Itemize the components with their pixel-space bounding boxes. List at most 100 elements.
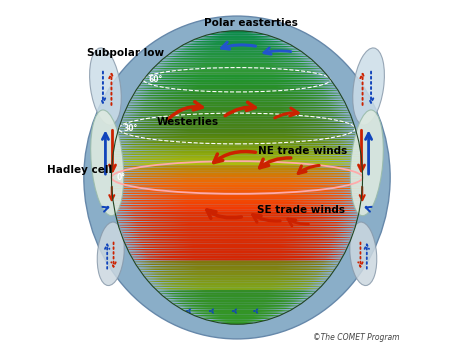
Ellipse shape: [112, 185, 362, 187]
Ellipse shape: [116, 217, 358, 219]
Ellipse shape: [117, 219, 357, 222]
Text: 60°: 60°: [149, 75, 163, 84]
Ellipse shape: [141, 271, 333, 273]
Text: ©The COMET Program: ©The COMET Program: [313, 333, 400, 342]
Text: Subpolar low: Subpolar low: [87, 48, 164, 58]
Ellipse shape: [133, 258, 341, 261]
Ellipse shape: [221, 31, 253, 33]
Ellipse shape: [151, 283, 323, 285]
Ellipse shape: [184, 310, 290, 312]
Ellipse shape: [112, 165, 362, 168]
Ellipse shape: [111, 182, 363, 185]
Ellipse shape: [91, 110, 124, 216]
Ellipse shape: [130, 99, 344, 102]
Ellipse shape: [113, 202, 361, 204]
Ellipse shape: [160, 60, 314, 62]
Ellipse shape: [137, 266, 337, 268]
Ellipse shape: [176, 48, 298, 50]
Ellipse shape: [148, 72, 326, 75]
Ellipse shape: [134, 261, 340, 263]
Ellipse shape: [173, 302, 301, 305]
Ellipse shape: [112, 190, 362, 192]
Ellipse shape: [221, 322, 253, 324]
Ellipse shape: [114, 207, 360, 209]
Ellipse shape: [209, 33, 265, 36]
Ellipse shape: [145, 275, 329, 278]
Ellipse shape: [115, 212, 359, 214]
Ellipse shape: [111, 173, 363, 175]
Ellipse shape: [166, 55, 308, 58]
Ellipse shape: [141, 82, 333, 84]
Ellipse shape: [151, 70, 323, 72]
Ellipse shape: [134, 92, 340, 94]
Ellipse shape: [119, 126, 355, 129]
Ellipse shape: [133, 94, 341, 97]
Ellipse shape: [153, 285, 321, 288]
Ellipse shape: [120, 121, 354, 124]
Ellipse shape: [143, 80, 331, 82]
Ellipse shape: [90, 48, 121, 125]
Ellipse shape: [112, 192, 362, 195]
Ellipse shape: [158, 62, 316, 65]
Ellipse shape: [119, 226, 355, 229]
Ellipse shape: [112, 195, 362, 197]
Ellipse shape: [123, 114, 351, 116]
Ellipse shape: [136, 263, 338, 266]
Ellipse shape: [128, 104, 346, 106]
Ellipse shape: [131, 97, 343, 99]
Ellipse shape: [176, 305, 298, 307]
Ellipse shape: [136, 89, 338, 92]
Ellipse shape: [146, 278, 328, 280]
Ellipse shape: [112, 168, 362, 170]
Ellipse shape: [201, 36, 273, 38]
Ellipse shape: [195, 315, 279, 317]
Ellipse shape: [129, 251, 345, 253]
Ellipse shape: [209, 319, 265, 322]
Ellipse shape: [350, 222, 377, 285]
Ellipse shape: [139, 84, 335, 87]
Ellipse shape: [120, 124, 354, 126]
Ellipse shape: [129, 102, 345, 104]
Ellipse shape: [148, 280, 326, 283]
Ellipse shape: [112, 163, 362, 165]
Ellipse shape: [111, 178, 363, 180]
Text: Hadley cell: Hadley cell: [47, 165, 112, 175]
Ellipse shape: [113, 153, 361, 155]
Ellipse shape: [111, 170, 363, 173]
Ellipse shape: [114, 204, 360, 207]
Ellipse shape: [118, 224, 356, 226]
Ellipse shape: [158, 290, 316, 293]
Ellipse shape: [173, 50, 301, 53]
Text: SE trade winds: SE trade winds: [256, 205, 345, 215]
Ellipse shape: [116, 138, 358, 141]
Ellipse shape: [126, 109, 348, 111]
Text: NE trade winds: NE trade winds: [258, 146, 347, 156]
Ellipse shape: [166, 297, 308, 300]
Ellipse shape: [353, 48, 384, 125]
Ellipse shape: [155, 65, 319, 67]
Text: Polar easterties: Polar easterties: [204, 18, 298, 28]
Ellipse shape: [112, 160, 362, 163]
Ellipse shape: [163, 295, 311, 297]
Ellipse shape: [169, 53, 305, 55]
Ellipse shape: [163, 58, 311, 60]
Ellipse shape: [115, 143, 359, 146]
Ellipse shape: [201, 317, 273, 320]
Ellipse shape: [189, 40, 285, 43]
Ellipse shape: [123, 239, 351, 241]
Ellipse shape: [350, 110, 383, 216]
Ellipse shape: [113, 151, 361, 153]
Text: Westerlies: Westerlies: [156, 117, 219, 127]
Ellipse shape: [184, 43, 290, 45]
Ellipse shape: [117, 133, 357, 136]
Ellipse shape: [116, 214, 358, 217]
Ellipse shape: [139, 268, 335, 271]
Ellipse shape: [118, 222, 356, 224]
Ellipse shape: [143, 273, 331, 275]
Ellipse shape: [84, 16, 390, 339]
Ellipse shape: [114, 148, 360, 151]
Ellipse shape: [131, 256, 343, 258]
Ellipse shape: [195, 38, 279, 40]
Ellipse shape: [146, 75, 328, 77]
Ellipse shape: [145, 77, 329, 80]
